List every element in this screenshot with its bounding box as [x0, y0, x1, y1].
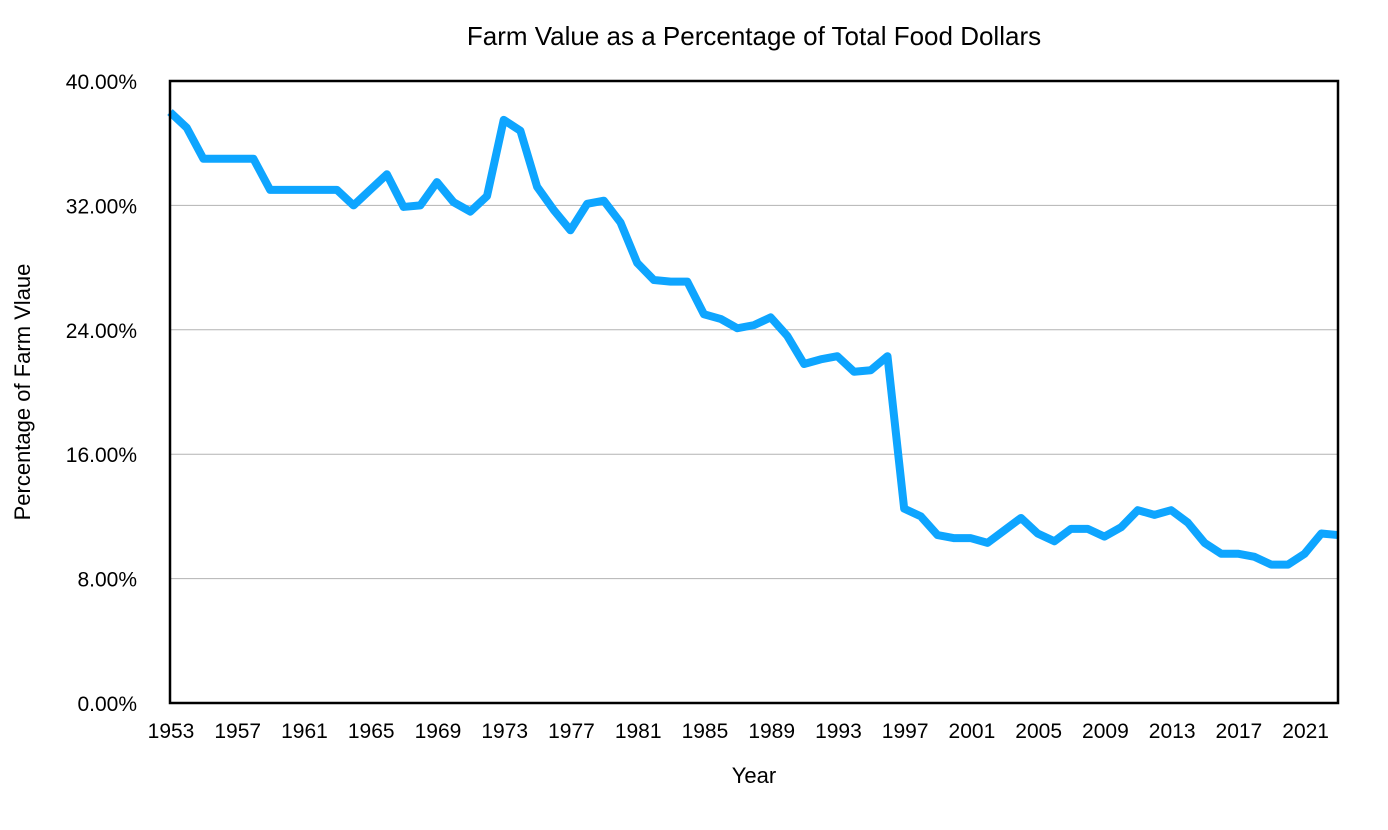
x-tick-label: 2013	[1149, 720, 1196, 743]
y-tick-label: 16.00%	[66, 444, 137, 467]
x-tick-label: 1957	[214, 720, 261, 743]
gridlines	[170, 204, 1338, 580]
x-tick-label: 2001	[949, 720, 996, 743]
x-tick-label: 1989	[748, 720, 795, 743]
y-tick-label: 0.00%	[77, 693, 137, 716]
x-tick-label: 1969	[415, 720, 462, 743]
chart-title: Farm Value as a Percentage of Total Food…	[467, 21, 1041, 51]
y-tick-label: 32.00%	[66, 195, 137, 218]
y-tick-label: 8.00%	[77, 569, 137, 592]
plot-frame	[168, 79, 1340, 705]
series-layer	[167, 109, 1339, 569]
x-tick-label: 2009	[1082, 720, 1129, 743]
x-tick-label: 1965	[348, 720, 395, 743]
y-axis-ticks: 0.00% 8.00% 16.00% 24.00% 32.00% 40.00%	[66, 71, 137, 716]
x-tick-label: 1981	[615, 720, 662, 743]
y-tick-label: 24.00%	[66, 320, 137, 343]
x-tick-label: 1977	[548, 720, 595, 743]
series-line-farm-value	[167, 109, 1339, 569]
y-axis-label: Percentage of Farm Vlaue	[10, 264, 35, 521]
x-tick-label: 2017	[1216, 720, 1263, 743]
x-axis-ticks: 1953 1957 1961 1965 1969 1973 1977 1981 1985 1989…	[148, 720, 1329, 743]
x-tick-label: 1953	[148, 720, 195, 743]
x-tick-label: 1997	[882, 720, 929, 743]
x-tick-label: 2021	[1282, 720, 1329, 743]
x-tick-label: 1973	[481, 720, 528, 743]
y-tick-label: 40.00%	[66, 71, 137, 94]
x-tick-label: 1993	[815, 720, 862, 743]
x-axis-label: Year	[732, 763, 776, 788]
x-tick-label: 1961	[281, 720, 328, 743]
x-tick-label: 1985	[682, 720, 729, 743]
x-tick-label: 2005	[1015, 720, 1062, 743]
